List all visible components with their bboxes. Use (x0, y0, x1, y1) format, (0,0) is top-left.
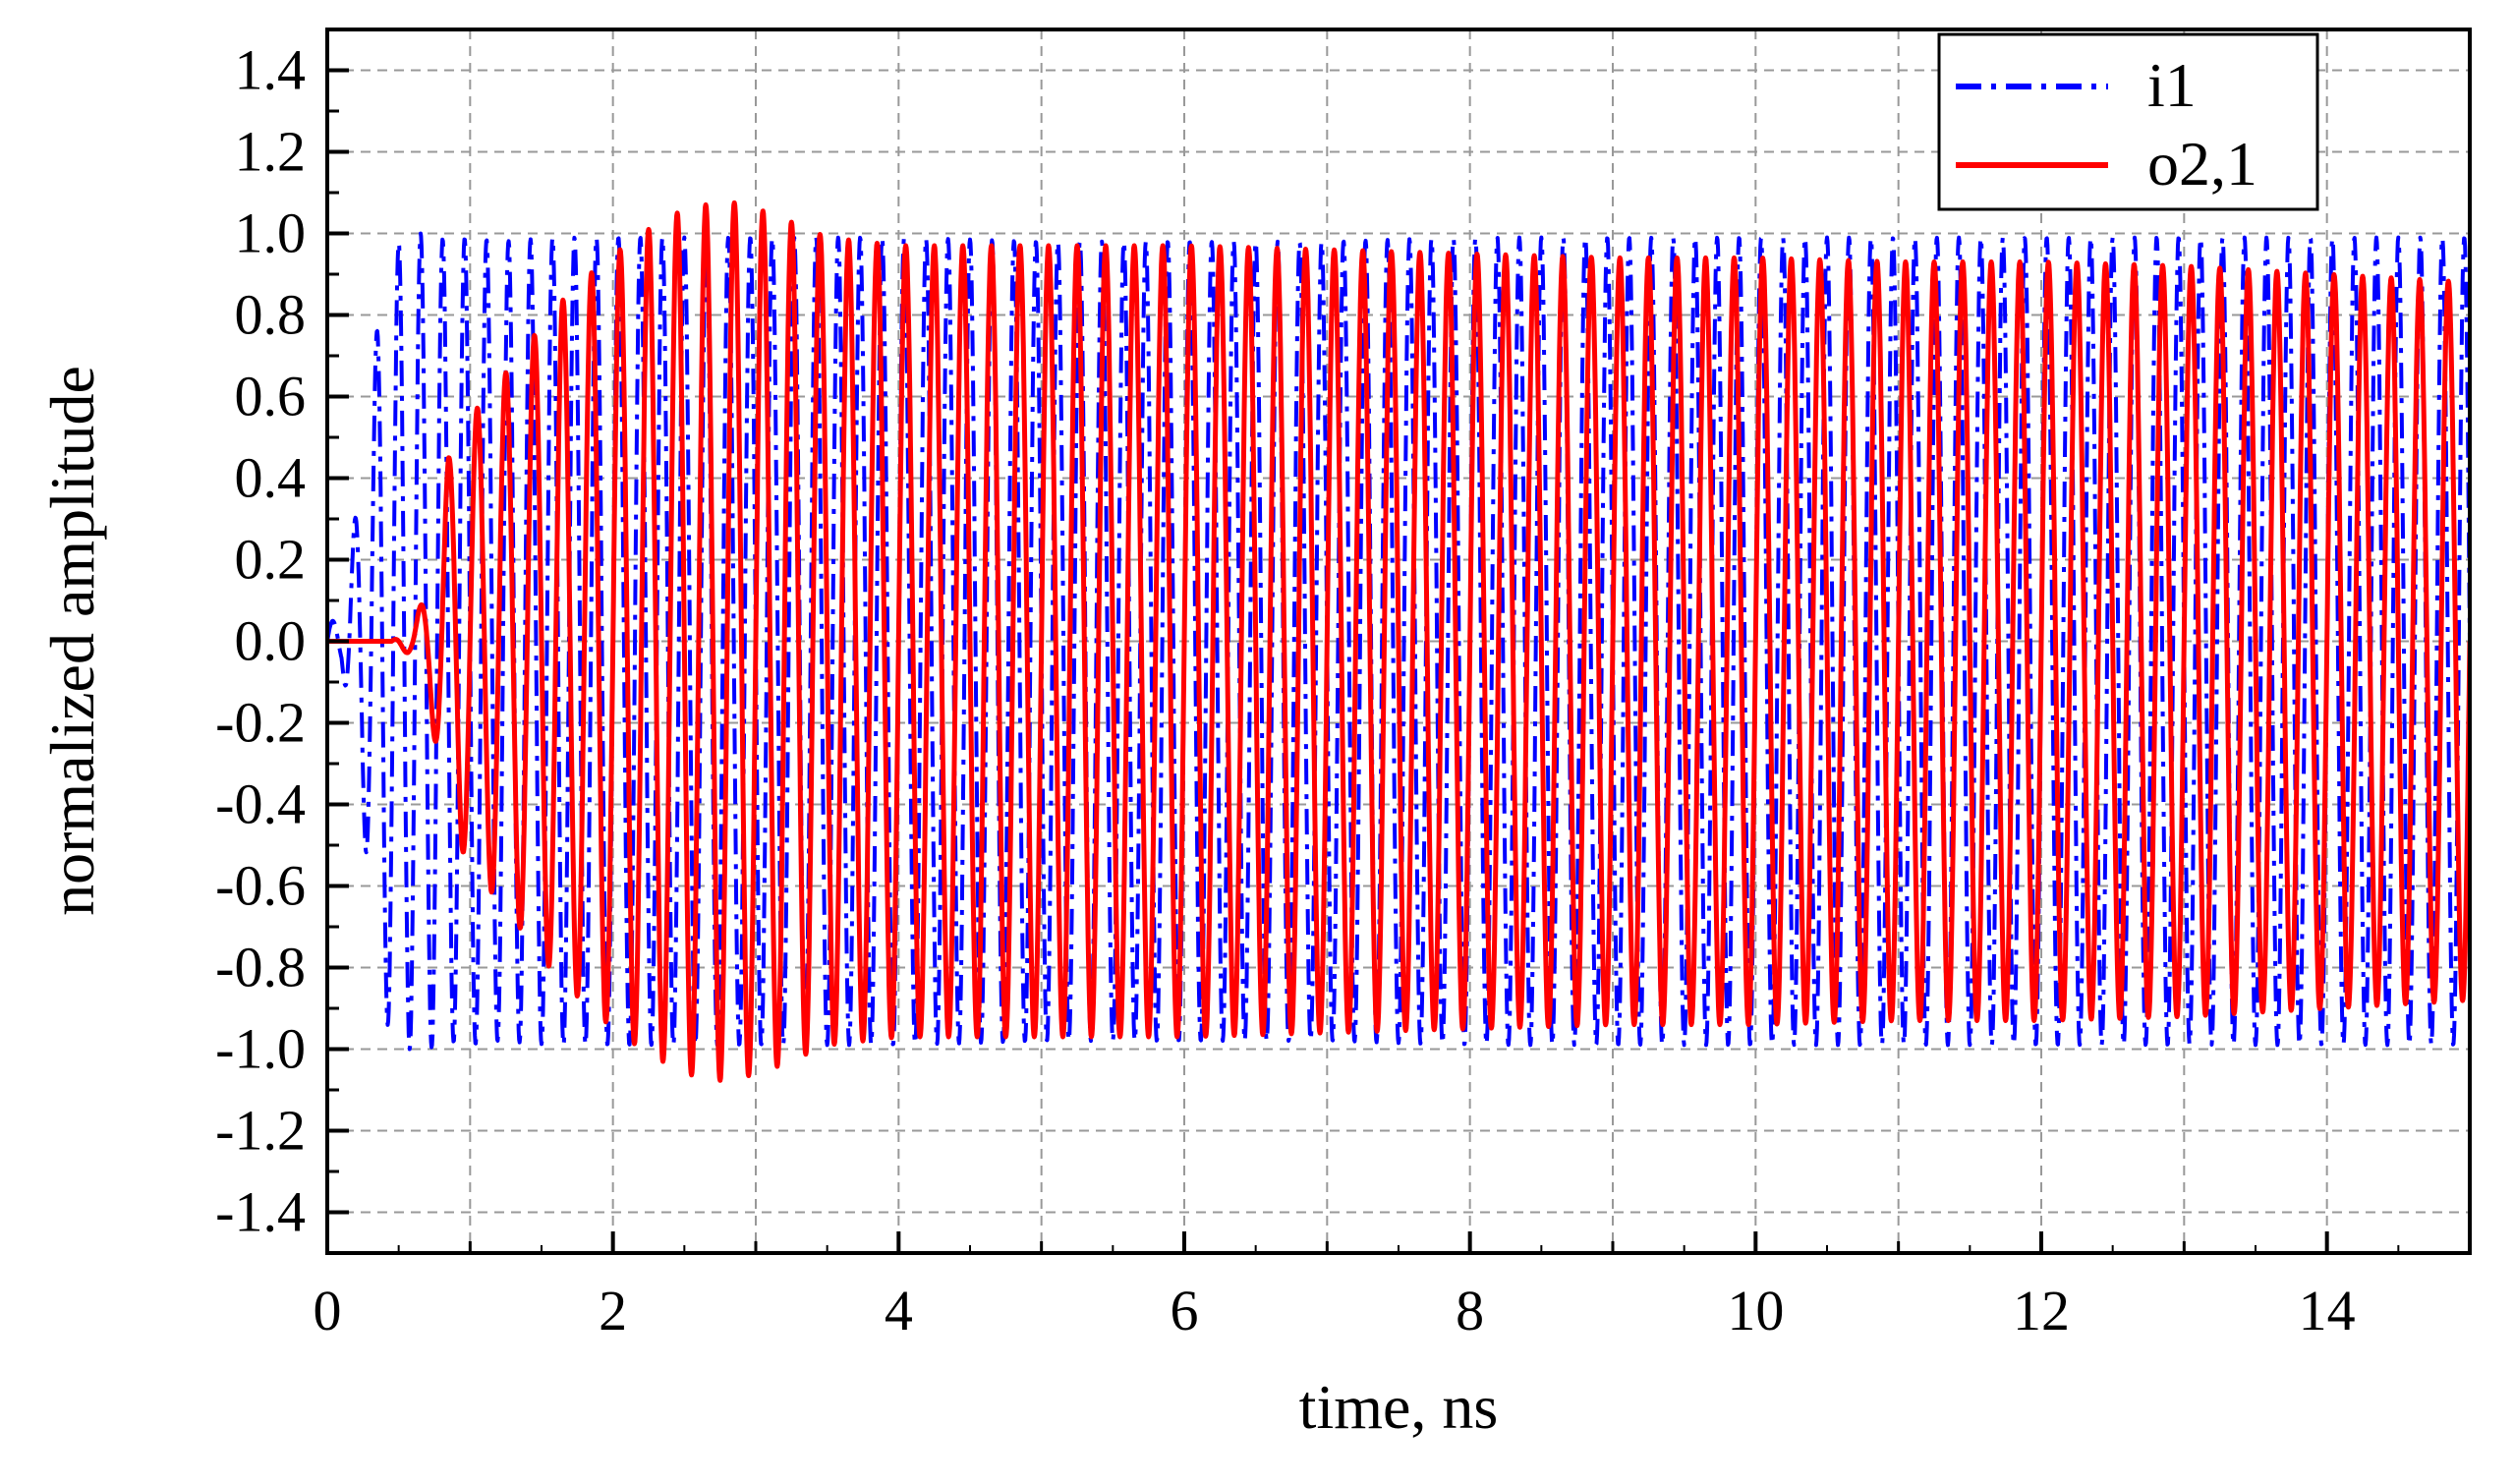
y-tick-label: -1.0 (215, 1017, 306, 1081)
axis-ticks (325, 68, 2400, 1253)
y-tick-label: -0.8 (215, 936, 306, 999)
y-tick-label: 0.2 (235, 528, 307, 592)
x-tick-label: 2 (599, 1279, 627, 1342)
x-tick-label: 10 (1727, 1279, 1784, 1342)
legend-label-i1: i1 (2147, 50, 2197, 120)
x-tick-label: 4 (885, 1279, 913, 1342)
y-tick-label: 0.4 (235, 446, 307, 510)
x-tick-labels: 0 2 4 6 8 10 12 14 (314, 1279, 2356, 1342)
y-tick-label: 0.0 (235, 609, 307, 673)
series-layer (327, 200, 2470, 1083)
series-line-o2-1 (327, 200, 2470, 1083)
y-tick-label: -0.6 (215, 854, 306, 918)
y-tick-label: 1.4 (235, 38, 307, 102)
y-tick-label: 1.2 (235, 120, 307, 184)
y-tick-label: -1.2 (215, 1099, 306, 1163)
legend-box (1937, 32, 2319, 211)
y-tick-label: -1.4 (215, 1180, 306, 1244)
y-tick-label: -0.2 (215, 691, 306, 755)
series-line-i1 (327, 231, 2470, 1052)
y-tick-labels: 1.4 1.2 1.0 0.8 0.6 0.4 0.2 0.0 -0.2 -0.4 -0.6 -0.8… (215, 38, 306, 1244)
y-tick-label: 0.6 (235, 365, 307, 428)
y-tick-label: 1.0 (235, 201, 307, 265)
x-axis-title: time, ns (1299, 1372, 1499, 1442)
y-axis-title: normalized amplitude (37, 366, 107, 916)
x-tick-label: 14 (2299, 1279, 2356, 1342)
legend: i1 o2,1 (1937, 32, 2319, 211)
y-tick-label: -0.4 (215, 772, 306, 836)
x-tick-label: 0 (314, 1279, 342, 1342)
x-tick-label: 6 (1171, 1279, 1199, 1342)
x-tick-label: 8 (1456, 1279, 1484, 1342)
y-tick-label: 0.8 (235, 283, 307, 347)
legend-label-o2-1: o2,1 (2147, 129, 2257, 199)
x-tick-label: 12 (2013, 1279, 2070, 1342)
